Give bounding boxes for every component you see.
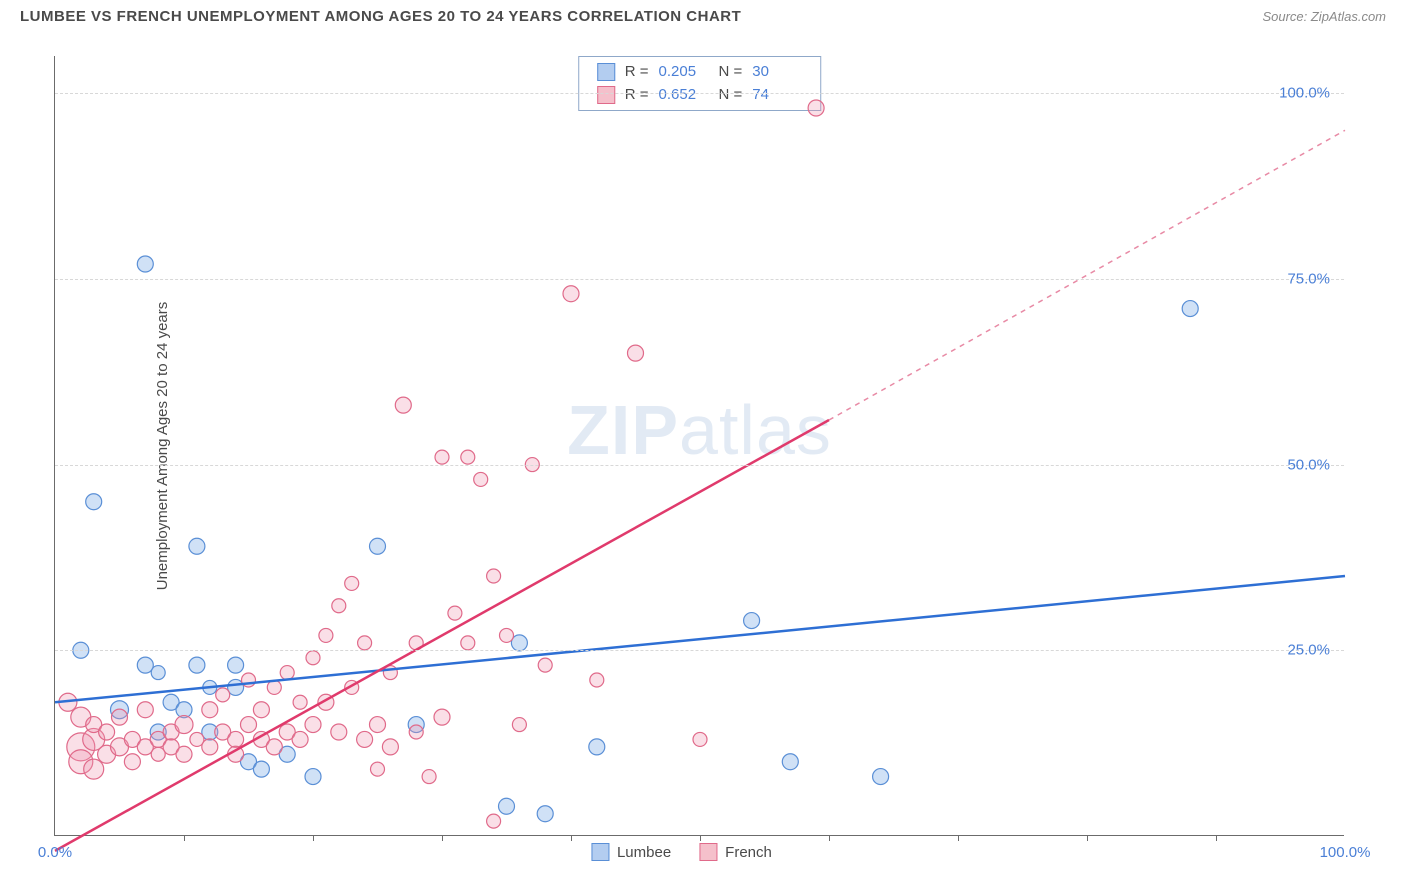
x-tick xyxy=(829,835,830,841)
data-point xyxy=(538,658,552,672)
data-point xyxy=(474,472,488,486)
data-point xyxy=(590,673,604,687)
legend-item-lumbee: Lumbee xyxy=(591,843,671,861)
data-point xyxy=(253,702,269,718)
x-tick xyxy=(442,835,443,841)
data-point xyxy=(305,717,321,733)
data-point xyxy=(589,739,605,755)
data-point xyxy=(86,494,102,510)
lumbee-swatch-icon xyxy=(591,843,609,861)
source-label: Source: ZipAtlas.com xyxy=(1262,9,1386,24)
data-point xyxy=(280,666,294,680)
data-point xyxy=(487,569,501,583)
data-point xyxy=(487,814,501,828)
data-point xyxy=(189,657,205,673)
data-point xyxy=(435,450,449,464)
data-point xyxy=(500,628,514,642)
y-tick-label: 100.0% xyxy=(1279,85,1330,102)
data-point xyxy=(176,746,192,762)
data-point xyxy=(371,762,385,776)
data-point xyxy=(537,806,553,822)
scatter-plot xyxy=(55,56,1344,835)
chart-area: ZIPatlas R = 0.205 N = 30 R = 0.652 N = … xyxy=(54,56,1344,836)
x-tick xyxy=(1216,835,1217,841)
data-point xyxy=(124,754,140,770)
data-point xyxy=(358,636,372,650)
data-point xyxy=(319,628,333,642)
x-tick xyxy=(958,835,959,841)
legend-bottom: Lumbee French xyxy=(591,843,772,861)
x-tick xyxy=(1087,835,1088,841)
data-point xyxy=(448,606,462,620)
data-point xyxy=(241,717,257,733)
data-point xyxy=(395,397,411,413)
data-point xyxy=(422,770,436,784)
data-point xyxy=(99,724,115,740)
data-point xyxy=(512,718,526,732)
data-point xyxy=(253,761,269,777)
y-tick-label: 50.0% xyxy=(1287,456,1330,473)
data-point xyxy=(202,739,218,755)
data-point xyxy=(266,739,282,755)
y-tick-label: 75.0% xyxy=(1287,270,1330,287)
data-point xyxy=(628,345,644,361)
data-point xyxy=(202,702,218,718)
data-point xyxy=(461,450,475,464)
data-point xyxy=(305,769,321,785)
data-point xyxy=(228,731,244,747)
data-point xyxy=(357,731,373,747)
data-point xyxy=(461,636,475,650)
x-tick-label: 0.0% xyxy=(38,844,72,861)
data-point xyxy=(499,798,515,814)
data-point xyxy=(292,731,308,747)
gridline xyxy=(55,279,1344,280)
y-tick-label: 25.0% xyxy=(1287,642,1330,659)
gridline xyxy=(55,650,1344,651)
gridline xyxy=(55,93,1344,94)
trend-line-french xyxy=(55,420,829,851)
data-point xyxy=(216,688,230,702)
data-point xyxy=(382,739,398,755)
data-point xyxy=(563,286,579,302)
x-tick xyxy=(184,835,185,841)
x-tick-label: 100.0% xyxy=(1320,844,1371,861)
data-point xyxy=(112,709,128,725)
data-point xyxy=(808,100,824,116)
gridline xyxy=(55,465,1344,466)
data-point xyxy=(693,732,707,746)
x-tick xyxy=(571,835,572,841)
chart-title: LUMBEE VS FRENCH UNEMPLOYMENT AMONG AGES… xyxy=(20,8,741,25)
data-point xyxy=(332,599,346,613)
data-point xyxy=(331,724,347,740)
data-point xyxy=(228,657,244,673)
data-point xyxy=(434,709,450,725)
data-point xyxy=(306,651,320,665)
data-point xyxy=(151,666,165,680)
data-point xyxy=(1182,301,1198,317)
data-point xyxy=(137,702,153,718)
x-tick xyxy=(313,835,314,841)
data-point xyxy=(873,769,889,785)
data-point xyxy=(137,256,153,272)
data-point xyxy=(84,759,104,779)
data-point xyxy=(370,717,386,733)
x-tick xyxy=(700,835,701,841)
data-point xyxy=(345,576,359,590)
data-point xyxy=(189,538,205,554)
data-point xyxy=(175,716,193,734)
french-swatch-icon xyxy=(699,843,717,861)
legend-item-french: French xyxy=(699,843,772,861)
trend-line-lumbee xyxy=(55,576,1345,702)
trend-line-french-extrapolated xyxy=(829,130,1345,420)
data-point xyxy=(744,613,760,629)
data-point xyxy=(370,538,386,554)
data-point xyxy=(409,725,423,739)
data-point xyxy=(782,754,798,770)
data-point xyxy=(293,695,307,709)
